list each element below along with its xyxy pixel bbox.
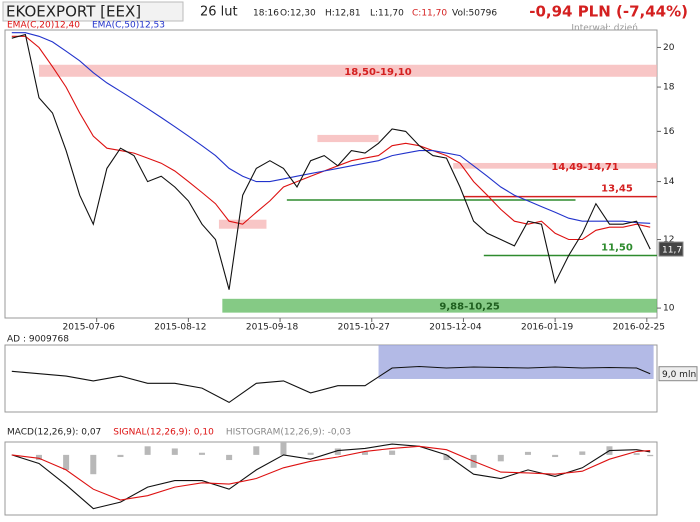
panel-frame [4,344,658,413]
histogram-bar [253,446,260,455]
histogram-bar [497,454,504,462]
x-tick-label: 2015-08-12 [154,323,206,333]
zone-label: 18,50-19,10 [344,67,411,78]
legend-entry: HISTOGRAM(12,26,9): -0,03 [226,428,351,438]
histogram-bar [633,453,640,455]
histogram-bar [90,454,97,475]
y-tick-label: 20 [663,43,675,53]
title-box [2,1,184,22]
histogram-bar [552,454,559,458]
histogram-bar [35,454,42,461]
x-tick-label: 2016-02-25 [613,323,665,333]
zone [317,134,379,143]
title: EKOEXPORT [EEX] [6,3,141,21]
last-value-box [658,366,698,382]
histogram-bar [443,454,450,461]
series-line [11,33,651,290]
panel-frame [4,441,658,516]
zone [453,162,657,169]
zone-label: 9,88-10,25 [439,302,499,313]
legend-entry: EMA(C,20)12,40 [7,21,80,31]
x-tick-label: 2016-01-19 [521,323,574,333]
volume: Vol:50796 [452,9,497,19]
histogram-bar [117,454,124,458]
y-tick-label: 10 [663,304,675,314]
date: 26 lut [200,5,238,20]
zone-label: 14,49-14,71 [551,162,618,173]
legend-entry: AD : 9009768 [7,335,69,345]
series-line [11,32,651,224]
histogram-bar [226,454,233,461]
histogram-bar [307,452,314,455]
zone [378,345,654,379]
last-value-box [658,241,684,257]
series-line [11,443,651,510]
panel-frame [4,29,658,319]
histogram-bar [389,450,396,455]
histogram-bar [361,451,368,455]
x-tick-label: 2015-09-18 [246,323,299,333]
y-tick-label: 18 [663,83,675,93]
y-tick-label: 12 [663,235,674,245]
histogram-bar [198,452,205,455]
histogram-bar [334,448,341,455]
open: O:12,30 [280,9,316,19]
histogram-bar [647,454,654,457]
series-line [11,445,651,501]
time: 18:16 [253,9,279,19]
y-tick-label: 16 [663,127,675,137]
zone [222,298,658,313]
histogram-bar [171,448,178,455]
legend-entry: SIGNAL(12,26,9): 0,10 [113,428,214,438]
x-tick-label: 2015-07-06 [63,323,116,333]
histogram-bar [524,451,531,455]
legend-entry: EMA(C,50)12,53 [92,21,165,31]
legend-entry: MACD(12,26,9): 0,07 [7,428,101,438]
interval: Interwał: dzień [571,24,638,34]
histogram-bar [280,442,287,455]
series-line [11,35,651,241]
series-line [11,365,651,404]
close: C:11,70 [412,9,447,19]
histogram-bar [579,451,586,455]
change: -0,94 PLN (-7,44%) [529,3,688,21]
histogram-bar [144,446,151,455]
low: L:11,70 [370,9,404,19]
zone [38,64,658,77]
x-tick-label: 2015-10-27 [338,323,390,333]
x-tick-label: 2015-12-04 [429,323,482,333]
last-value-label: 9,0 mln [662,370,696,380]
last-value-label: 11,7 [662,246,682,256]
level-label: 13,45 [601,184,633,195]
level-label: 11,50 [601,243,633,254]
histogram-bar [63,454,70,470]
high: H:12,81 [325,9,361,19]
y-tick-label: 14 [663,177,675,187]
